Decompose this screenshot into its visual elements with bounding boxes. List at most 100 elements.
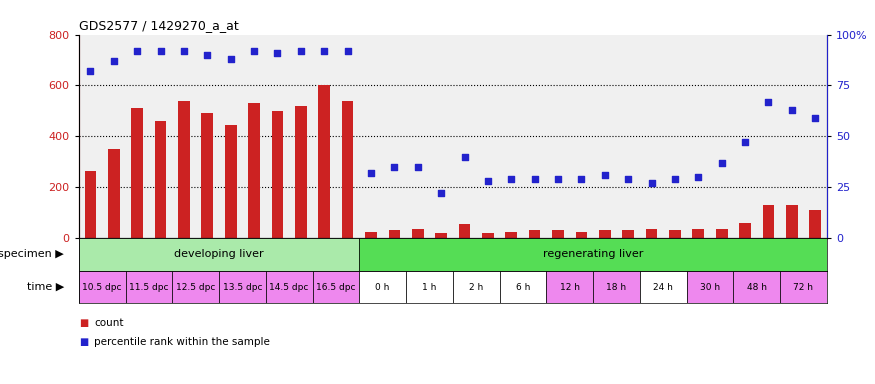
Bar [388, 230, 400, 238]
Bar [646, 229, 657, 238]
Point [738, 139, 752, 146]
Bar [318, 86, 330, 238]
Point [364, 170, 378, 176]
Point [177, 48, 191, 54]
Point [318, 48, 332, 54]
Point [645, 180, 659, 186]
Text: 24 h: 24 h [654, 283, 673, 291]
Bar [669, 230, 681, 238]
Text: time ▶: time ▶ [26, 282, 64, 292]
Bar [593, 271, 640, 303]
Text: 2 h: 2 h [469, 283, 483, 291]
Bar [780, 271, 827, 303]
Text: 18 h: 18 h [606, 283, 626, 291]
Point [715, 160, 729, 166]
Point [270, 50, 284, 56]
Text: 14.5 dpc: 14.5 dpc [270, 283, 309, 291]
Text: regenerating liver: regenerating liver [542, 249, 643, 260]
Text: ■: ■ [79, 318, 88, 328]
Bar [125, 271, 172, 303]
Text: 0 h: 0 h [375, 283, 390, 291]
Text: percentile rank within the sample: percentile rank within the sample [94, 337, 270, 347]
Bar [500, 271, 546, 303]
Bar [739, 223, 751, 238]
Point [691, 174, 705, 180]
Bar [687, 271, 733, 303]
Bar [692, 229, 704, 238]
Bar [360, 271, 406, 303]
Bar [763, 205, 774, 238]
Bar [640, 271, 687, 303]
Bar [178, 101, 190, 238]
Bar [131, 108, 143, 238]
Text: 72 h: 72 h [794, 283, 814, 291]
Point [434, 190, 448, 196]
Point [224, 56, 238, 62]
Bar [716, 229, 727, 238]
Bar [248, 103, 260, 238]
Text: developing liver: developing liver [174, 249, 264, 260]
Text: 10.5 dpc: 10.5 dpc [82, 283, 122, 291]
Text: 48 h: 48 h [746, 283, 766, 291]
Bar [360, 238, 827, 271]
Bar [85, 170, 96, 238]
Text: specimen ▶: specimen ▶ [0, 249, 64, 260]
Bar [458, 224, 471, 238]
Point [294, 48, 308, 54]
Bar [295, 106, 307, 238]
Bar [809, 210, 821, 238]
Bar [506, 232, 517, 238]
Point [458, 154, 472, 160]
Bar [598, 230, 611, 238]
Bar [172, 271, 219, 303]
Point [528, 176, 542, 182]
Text: ■: ■ [79, 337, 88, 347]
Bar [266, 271, 312, 303]
Text: 6 h: 6 h [515, 283, 530, 291]
Point [247, 48, 261, 54]
Point [481, 178, 495, 184]
Point [200, 52, 214, 58]
Bar [546, 271, 593, 303]
Point [504, 176, 518, 182]
Bar [79, 271, 125, 303]
Bar [342, 101, 354, 238]
Bar [435, 233, 447, 238]
Bar [453, 271, 500, 303]
Bar [412, 229, 424, 238]
Point [130, 48, 144, 54]
Point [410, 164, 424, 170]
Point [83, 68, 97, 74]
Text: 11.5 dpc: 11.5 dpc [130, 283, 169, 291]
Bar [219, 271, 266, 303]
Text: count: count [94, 318, 124, 328]
Bar [528, 230, 541, 238]
Bar [482, 233, 493, 238]
Point [621, 176, 635, 182]
Bar [79, 238, 360, 271]
Bar [312, 271, 360, 303]
Bar [576, 232, 587, 238]
Bar [225, 125, 236, 238]
Bar [406, 271, 453, 303]
Text: 12.5 dpc: 12.5 dpc [176, 283, 215, 291]
Point [761, 99, 775, 105]
Text: 1 h: 1 h [423, 283, 437, 291]
Bar [201, 113, 214, 238]
Text: 16.5 dpc: 16.5 dpc [316, 283, 355, 291]
Bar [365, 232, 377, 238]
Point [598, 172, 612, 178]
Text: 13.5 dpc: 13.5 dpc [222, 283, 262, 291]
Bar [622, 230, 634, 238]
Point [668, 176, 682, 182]
Point [154, 48, 168, 54]
Point [107, 58, 121, 64]
Point [551, 176, 565, 182]
Bar [786, 205, 798, 238]
Bar [108, 149, 120, 238]
Text: GDS2577 / 1429270_a_at: GDS2577 / 1429270_a_at [79, 19, 239, 32]
Point [808, 115, 822, 121]
Point [388, 164, 402, 170]
Bar [155, 121, 166, 238]
Bar [733, 271, 780, 303]
